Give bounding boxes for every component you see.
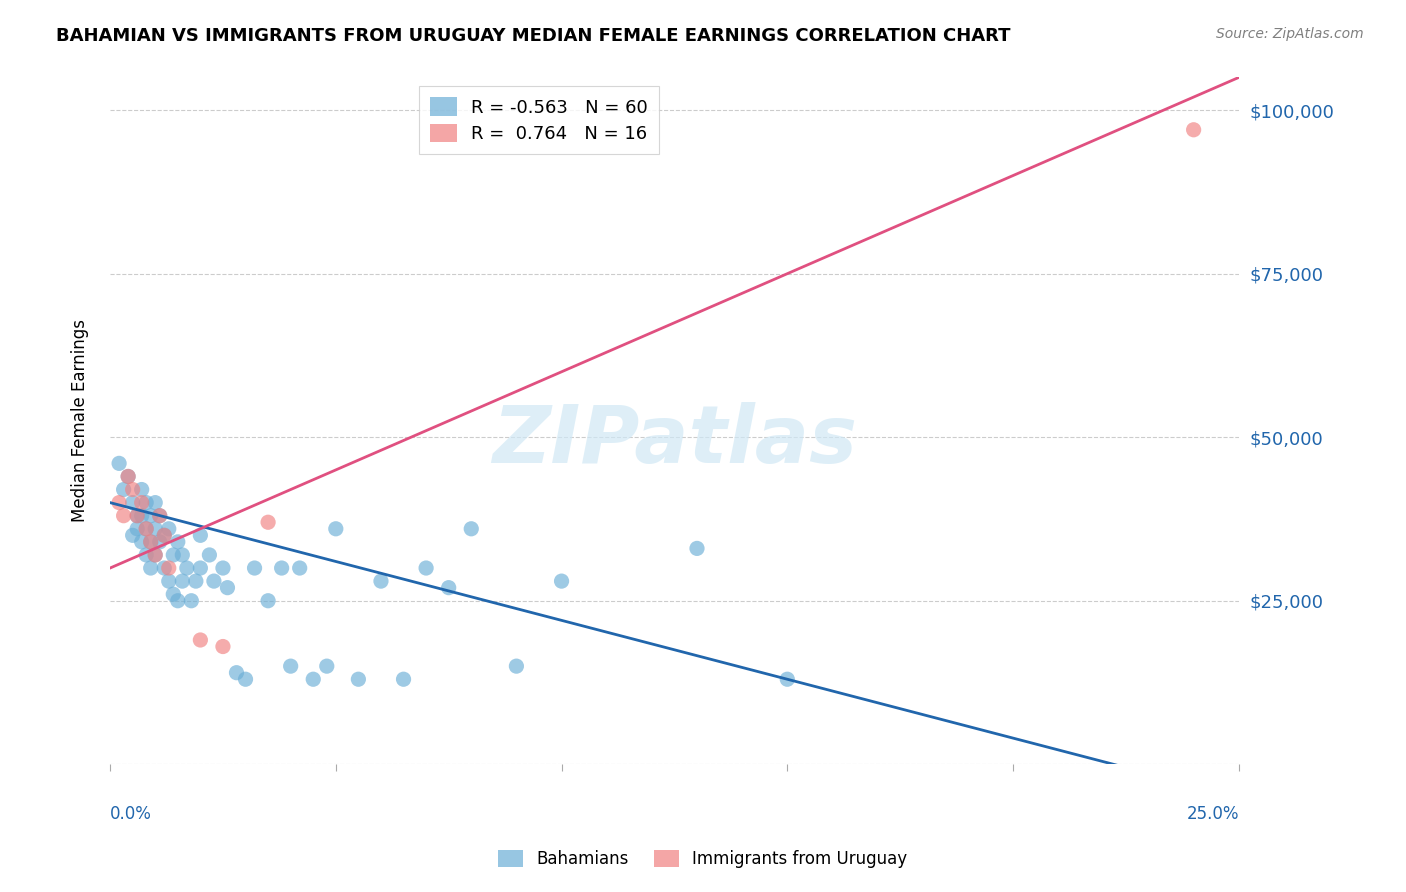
Point: [686, 541, 709, 556]
Point: [143, 548, 166, 562]
Text: BAHAMIAN VS IMMIGRANTS FROM URUGUAY MEDIAN FEMALE EARNINGS CORRELATION CHART: BAHAMIAN VS IMMIGRANTS FROM URUGUAY MEDI…: [56, 27, 1011, 45]
Point: [135, 548, 157, 562]
Point: [302, 672, 325, 686]
Point: [176, 561, 198, 575]
Point: [212, 640, 235, 654]
Point: [117, 469, 139, 483]
Point: [153, 528, 176, 542]
Point: [184, 574, 207, 588]
Point: [121, 528, 143, 542]
Point: [131, 534, 153, 549]
Point: [415, 561, 437, 575]
Point: [121, 495, 143, 509]
Point: [121, 483, 143, 497]
Point: [325, 522, 347, 536]
Point: [315, 659, 337, 673]
Point: [112, 483, 135, 497]
Point: [139, 508, 162, 523]
Point: [108, 456, 131, 470]
Point: [190, 561, 212, 575]
Point: [117, 469, 139, 483]
Text: Source: ZipAtlas.com: Source: ZipAtlas.com: [1216, 27, 1364, 41]
Point: [460, 522, 482, 536]
Point: [153, 561, 176, 575]
Point: [225, 665, 247, 680]
Legend: R = -0.563   N = 60, R =  0.764   N = 16: R = -0.563 N = 60, R = 0.764 N = 16: [419, 87, 659, 154]
Point: [198, 548, 221, 562]
Point: [180, 593, 202, 607]
Point: [217, 581, 239, 595]
Point: [776, 672, 799, 686]
Point: [550, 574, 572, 588]
Text: ZIPatlas: ZIPatlas: [492, 402, 856, 481]
Point: [131, 508, 153, 523]
Point: [243, 561, 266, 575]
Point: [202, 574, 225, 588]
Point: [257, 593, 280, 607]
Point: [212, 561, 235, 575]
Point: [190, 632, 212, 647]
Point: [437, 581, 460, 595]
Point: [135, 495, 157, 509]
Point: [149, 508, 172, 523]
Point: [370, 574, 392, 588]
Point: [149, 508, 172, 523]
Point: [135, 522, 157, 536]
Point: [157, 522, 180, 536]
Point: [162, 587, 184, 601]
Point: [392, 672, 415, 686]
Point: [108, 495, 131, 509]
Point: [166, 534, 188, 549]
Point: [280, 659, 302, 673]
Point: [347, 672, 370, 686]
Point: [157, 574, 180, 588]
Text: 25.0%: 25.0%: [1187, 805, 1239, 823]
Point: [139, 534, 162, 549]
Point: [166, 593, 188, 607]
Point: [235, 672, 257, 686]
Point: [127, 508, 149, 523]
Point: [172, 574, 194, 588]
Legend: Bahamians, Immigrants from Uruguay: Bahamians, Immigrants from Uruguay: [492, 843, 914, 875]
Point: [131, 495, 153, 509]
Point: [139, 534, 162, 549]
Point: [505, 659, 527, 673]
Point: [1182, 122, 1205, 136]
Point: [190, 528, 212, 542]
Point: [135, 522, 157, 536]
Point: [131, 483, 153, 497]
Point: [112, 508, 135, 523]
Point: [143, 495, 166, 509]
Point: [143, 548, 166, 562]
Point: [139, 561, 162, 575]
Point: [270, 561, 292, 575]
Point: [153, 528, 176, 542]
Text: 0.0%: 0.0%: [110, 805, 152, 823]
Point: [162, 548, 184, 562]
Point: [172, 548, 194, 562]
Point: [127, 508, 149, 523]
Point: [143, 522, 166, 536]
Point: [257, 515, 280, 529]
Point: [127, 522, 149, 536]
Y-axis label: Median Female Earnings: Median Female Earnings: [72, 319, 89, 523]
Point: [288, 561, 311, 575]
Point: [157, 561, 180, 575]
Point: [149, 534, 172, 549]
